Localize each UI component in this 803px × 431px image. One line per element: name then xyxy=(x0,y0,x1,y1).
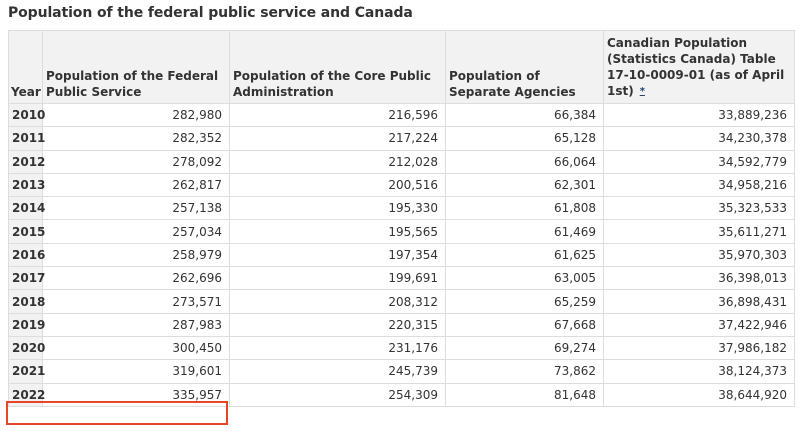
cell-core-public-administration: 216,596 xyxy=(229,102,446,128)
cell-canadian-population: 34,958,216 xyxy=(603,172,795,198)
cell-canadian-population: 37,986,182 xyxy=(603,335,795,361)
header-core-public-administration: Population of the Core Public Administra… xyxy=(229,30,446,104)
header-year: Year xyxy=(8,30,43,104)
table-caption: Population of the federal public service… xyxy=(8,5,413,21)
row-year: 2021 xyxy=(8,359,45,384)
cell-separate-agencies: 73,862 xyxy=(445,359,604,384)
cell-federal-public-service: 282,352 xyxy=(42,126,230,151)
cell-canadian-population: 36,398,013 xyxy=(603,266,795,291)
cell-federal-public-service: 257,138 xyxy=(42,196,230,221)
header-separate-agencies: Population of Separate Agencies xyxy=(445,30,604,104)
cell-canadian-population: 34,592,779 xyxy=(603,149,795,174)
cell-separate-agencies: 63,005 xyxy=(445,266,604,291)
row-year: 2020 xyxy=(8,335,45,361)
cell-core-public-administration: 217,224 xyxy=(229,126,446,151)
table-header: Year Population of the Federal Public Se… xyxy=(8,30,795,104)
cell-federal-public-service: 262,817 xyxy=(42,172,230,198)
cell-separate-agencies: 81,648 xyxy=(445,382,604,407)
cell-canadian-population: 35,970,303 xyxy=(603,242,795,268)
cell-core-public-administration: 197,354 xyxy=(229,242,446,268)
row-year: 2014 xyxy=(8,196,45,221)
cell-separate-agencies: 66,384 xyxy=(445,102,604,128)
cell-canadian-population: 36,898,431 xyxy=(603,289,795,314)
cell-separate-agencies: 61,469 xyxy=(445,219,604,244)
table-row: 2015 257,034 195,565 61,469 35,611,271 xyxy=(8,219,795,244)
cell-separate-agencies: 61,625 xyxy=(445,242,604,268)
table-row: 2021 319,601 245,739 73,862 38,124,373 xyxy=(8,359,795,384)
footnote-link[interactable]: * xyxy=(639,86,645,97)
row-year: 2011 xyxy=(8,126,45,151)
row-year: 2012 xyxy=(8,149,45,174)
cell-federal-public-service: 278,092 xyxy=(42,149,230,174)
table-row: 2017 262,696 199,691 63,005 36,398,013 xyxy=(8,266,795,291)
cell-canadian-population: 35,323,533 xyxy=(603,196,795,221)
table-row: 2012 278,092 212,028 66,064 34,592,779 xyxy=(8,149,795,174)
cell-separate-agencies: 65,259 xyxy=(445,289,604,314)
cell-core-public-administration: 231,176 xyxy=(229,335,446,361)
header-canadian-population-label: Canadian Population (Statistics Canada) … xyxy=(607,36,785,98)
cell-canadian-population: 38,644,920 xyxy=(603,382,795,407)
cell-federal-public-service: 319,601 xyxy=(42,359,230,384)
row-year: 2018 xyxy=(8,289,45,314)
cell-separate-agencies: 67,668 xyxy=(445,312,604,337)
table-row: 2014 257,138 195,330 61,808 35,323,533 xyxy=(8,196,795,221)
table-row: 2019 287,983 220,315 67,668 37,422,946 xyxy=(8,312,795,337)
cell-federal-public-service: 300,450 xyxy=(42,335,230,361)
table-row: 2013 262,817 200,516 62,301 34,958,216 xyxy=(8,172,795,198)
cell-federal-public-service: 282,980 xyxy=(42,102,230,128)
row-year: 2010 xyxy=(8,102,45,128)
header-row: Year Population of the Federal Public Se… xyxy=(8,30,795,104)
cell-federal-public-service: 287,983 xyxy=(42,312,230,337)
cell-core-public-administration: 245,739 xyxy=(229,359,446,384)
cell-canadian-population: 35,611,271 xyxy=(603,219,795,244)
cell-core-public-administration: 195,330 xyxy=(229,196,446,221)
cell-federal-public-service: 257,034 xyxy=(42,219,230,244)
table-row: 2010 282,980 216,596 66,384 33,889,236 xyxy=(8,102,795,128)
table-row: 2016 258,979 197,354 61,625 35,970,303 xyxy=(8,242,795,268)
row-year: 2022 xyxy=(8,382,45,407)
row-year: 2019 xyxy=(8,312,45,337)
cell-federal-public-service: 262,696 xyxy=(42,266,230,291)
cell-core-public-administration: 199,691 xyxy=(229,266,446,291)
table-row: 2018 273,571 208,312 65,259 36,898,431 xyxy=(8,289,795,314)
header-federal-public-service: Population of the Federal Public Service xyxy=(42,30,230,104)
cell-separate-agencies: 62,301 xyxy=(445,172,604,198)
cell-core-public-administration: 212,028 xyxy=(229,149,446,174)
cell-federal-public-service: 335,957 xyxy=(42,382,230,407)
cell-core-public-administration: 200,516 xyxy=(229,172,446,198)
cell-separate-agencies: 69,274 xyxy=(445,335,604,361)
cell-separate-agencies: 61,808 xyxy=(445,196,604,221)
cell-canadian-population: 37,422,946 xyxy=(603,312,795,337)
cell-separate-agencies: 66,064 xyxy=(445,149,604,174)
cell-core-public-administration: 195,565 xyxy=(229,219,446,244)
cell-federal-public-service: 273,571 xyxy=(42,289,230,314)
row-year: 2013 xyxy=(8,172,45,198)
table-body: 2010 282,980 216,596 66,384 33,889,236 2011 28… xyxy=(8,102,795,407)
cell-canadian-population: 34,230,378 xyxy=(603,126,795,151)
cell-core-public-administration: 254,309 xyxy=(229,382,446,407)
cell-canadian-population: 38,124,373 xyxy=(603,359,795,384)
header-canadian-population: Canadian Population (Statistics Canada) … xyxy=(603,30,795,104)
row-year: 2015 xyxy=(8,219,45,244)
table-row: 2020 300,450 231,176 69,274 37,986,182 xyxy=(8,335,795,361)
table-row: 2011 282,352 217,224 65,128 34,230,378 xyxy=(8,126,795,151)
row-year: 2016 xyxy=(8,242,45,268)
table-row: 2022 335,957 254,309 81,648 38,644,920 xyxy=(8,382,795,407)
cell-federal-public-service: 258,979 xyxy=(42,242,230,268)
cell-core-public-administration: 208,312 xyxy=(229,289,446,314)
cell-core-public-administration: 220,315 xyxy=(229,312,446,337)
row-year: 2017 xyxy=(8,266,45,291)
population-table: Year Population of the Federal Public Se… xyxy=(8,30,795,407)
cell-canadian-population: 33,889,236 xyxy=(603,102,795,128)
cell-separate-agencies: 65,128 xyxy=(445,126,604,151)
